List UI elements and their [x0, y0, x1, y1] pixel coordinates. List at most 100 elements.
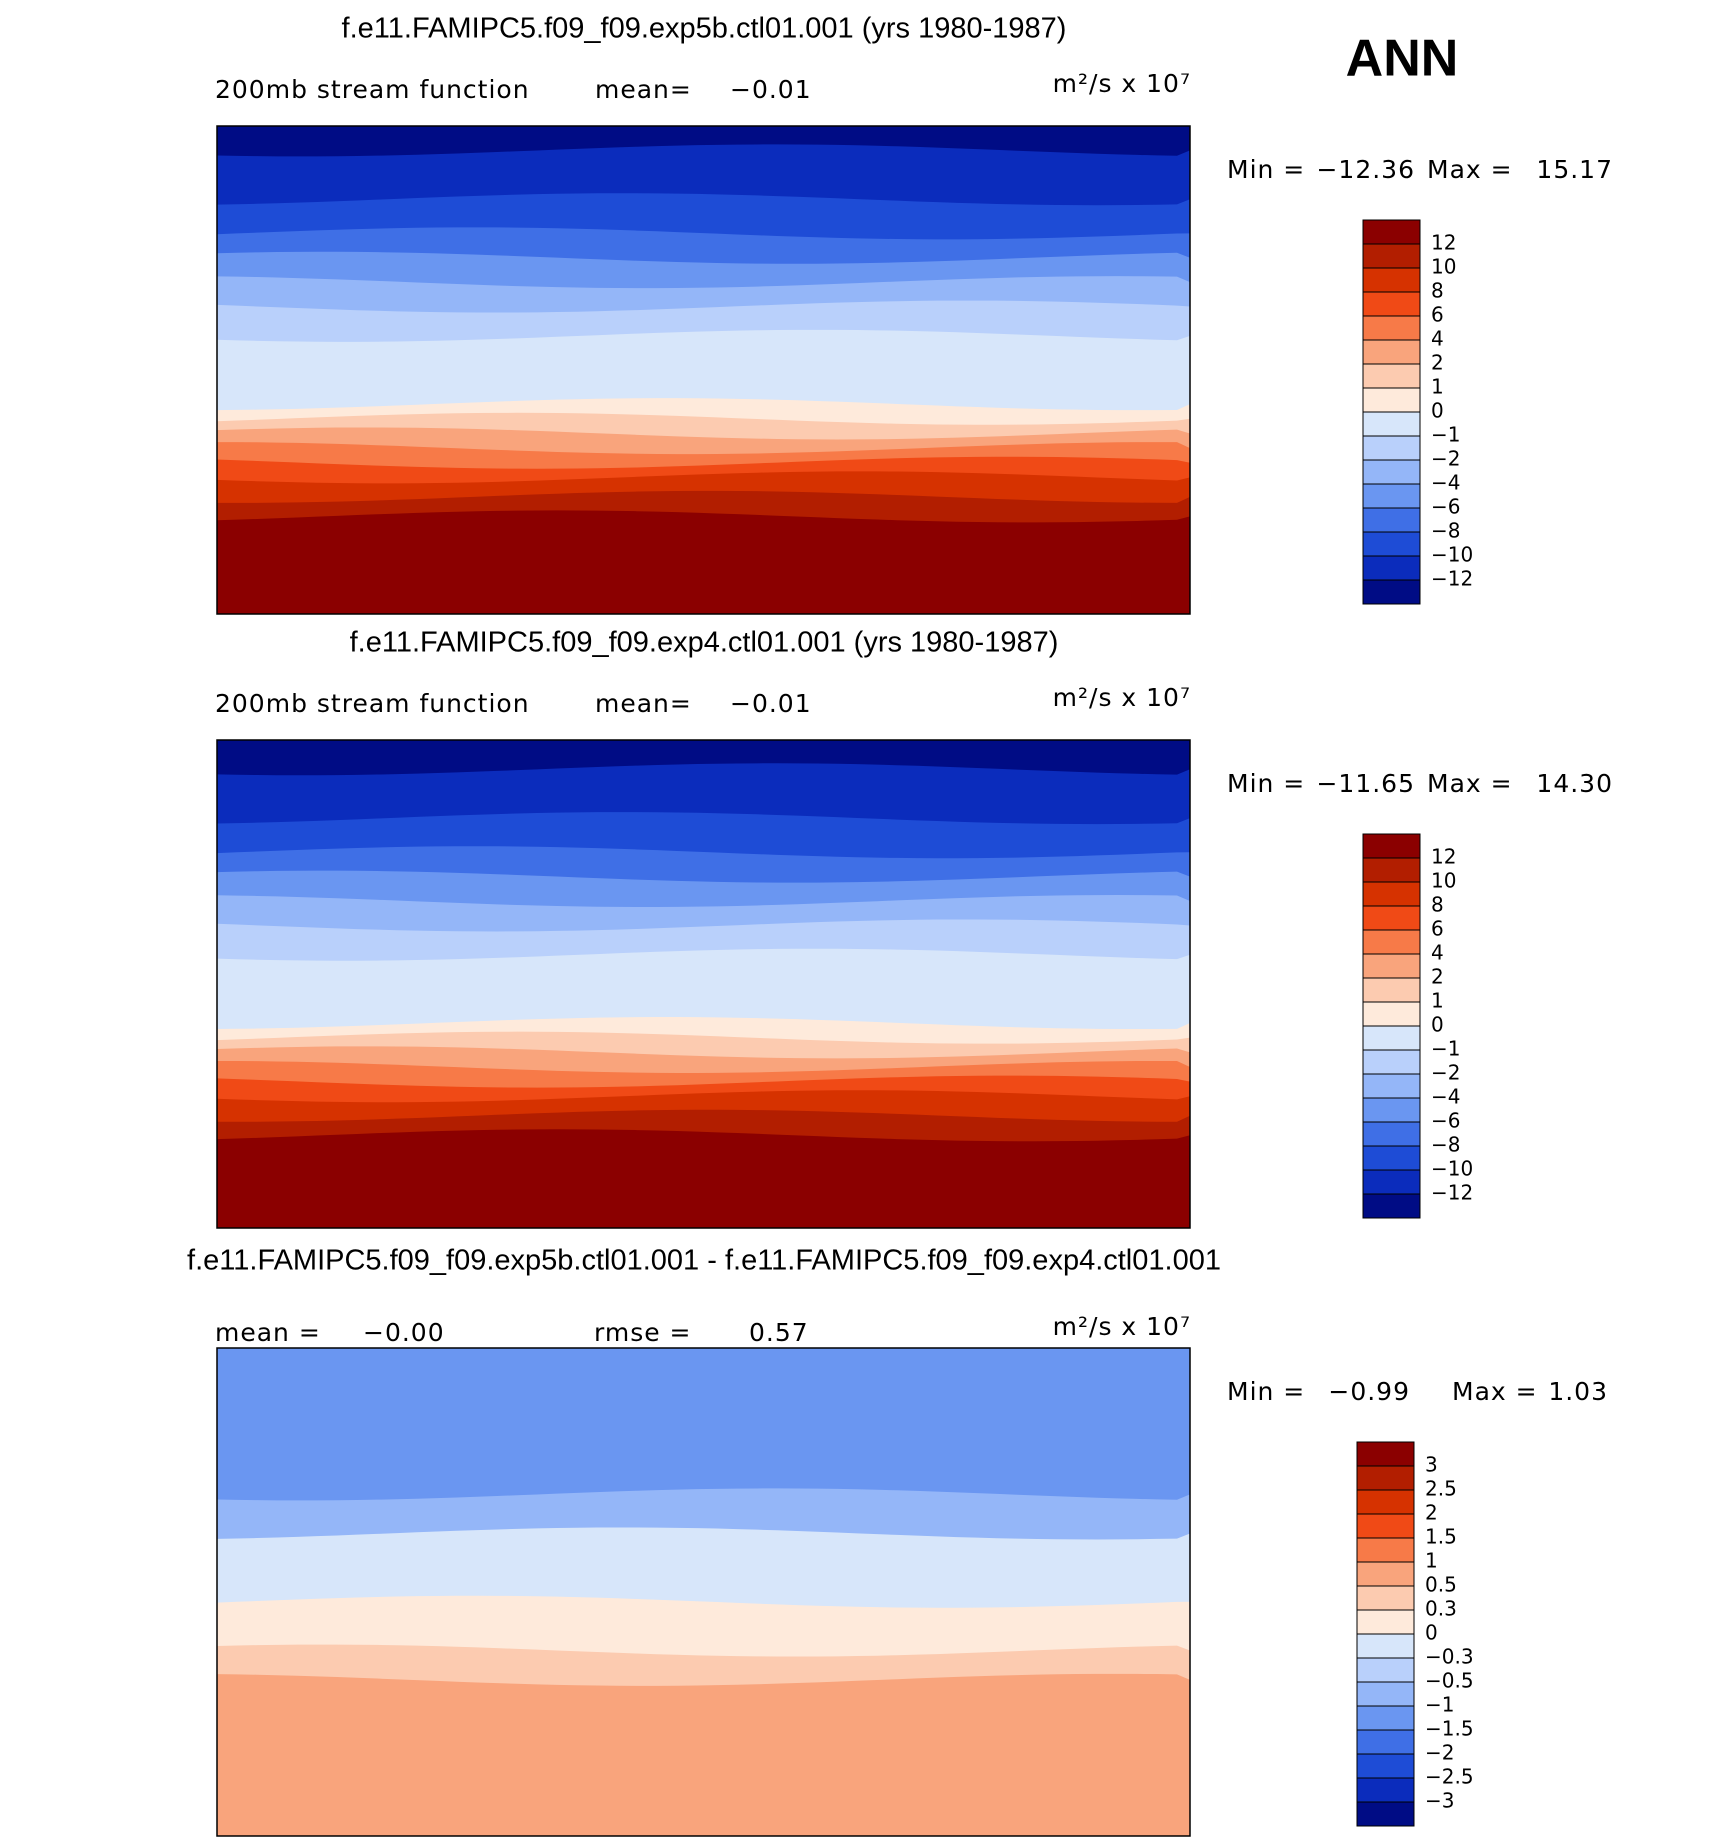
panel-subtitle: mean = [215, 1318, 321, 1347]
colorbar-box [1362, 411, 1421, 437]
colorbar-label: 8 [1431, 893, 1444, 917]
units: m²/s x 10⁷ [1053, 1312, 1191, 1341]
min-max: −11.65 [1316, 769, 1415, 798]
colorbar-label: 8 [1431, 279, 1444, 303]
min-max: Min = [1227, 1377, 1305, 1406]
colorbar-box [1356, 1681, 1415, 1707]
colorbar-label: −12 [1431, 567, 1473, 591]
map-frame [216, 739, 1191, 1229]
colorbar-label: −1.5 [1425, 1717, 1474, 1741]
colorbar-label: −1 [1431, 1037, 1460, 1061]
colorbar-box [1356, 1441, 1415, 1467]
colorbar-label: −10 [1431, 1157, 1473, 1181]
colorbar-box [1362, 905, 1421, 931]
colorbar-box [1362, 1073, 1421, 1099]
colorbar-box [1362, 1193, 1421, 1219]
min-max: 1.03 [1548, 1377, 1608, 1406]
colorbar-box [1356, 1537, 1415, 1563]
min-max: Max = [1452, 1377, 1538, 1406]
colorbar-box [1362, 1145, 1421, 1171]
colorbar-label: −8 [1431, 519, 1460, 543]
colorbar-label: 12 [1431, 231, 1456, 255]
colorbar-label: 1 [1425, 1549, 1438, 1573]
colorbar-box [1362, 833, 1421, 859]
min-max: Min = [1227, 769, 1305, 798]
colorbar-label: −3 [1425, 1789, 1454, 1813]
colorbar-box [1356, 1657, 1415, 1683]
colorbar-box [1362, 953, 1421, 979]
panel-subtitle: 200mb stream function [215, 75, 530, 104]
colorbar-box [1356, 1465, 1415, 1491]
map [217, 126, 1190, 615]
panel-subtitle: 200mb stream function [215, 689, 530, 718]
colorbar-label: −2 [1425, 1741, 1454, 1765]
colorbar-box [1362, 219, 1421, 245]
colorbar-box [1362, 555, 1421, 581]
colorbar-label: 3 [1425, 1453, 1438, 1477]
panel-subtitle: −0.01 [730, 75, 812, 104]
colorbar-label: 2.5 [1425, 1477, 1457, 1501]
min-max: −12.36 [1316, 155, 1415, 184]
colorbar-box [1362, 459, 1421, 485]
colorbar-box [1356, 1585, 1415, 1611]
colorbar-box [1362, 387, 1421, 413]
colorbar-label: 10 [1431, 869, 1456, 893]
colorbar-label: −4 [1431, 1085, 1460, 1109]
colorbar-label: 0 [1431, 1013, 1444, 1037]
colorbar-box [1356, 1561, 1415, 1587]
colorbar-box [1362, 1121, 1421, 1147]
colorbar-box [1362, 881, 1421, 907]
colorbar-box [1362, 1049, 1421, 1075]
colorbar-label: −1 [1431, 423, 1460, 447]
colorbar-box [1356, 1609, 1415, 1635]
colorbar-label: 1 [1431, 989, 1444, 1013]
colorbar-box [1362, 1001, 1421, 1027]
panel-subtitle: rmse = [594, 1318, 692, 1347]
colorbar-label: 6 [1431, 917, 1444, 941]
min-max: −0.99 [1328, 1377, 1410, 1406]
colorbar-label: 6 [1431, 303, 1444, 327]
colorbar-label: 0.5 [1425, 1573, 1457, 1597]
colorbar-label: 1.5 [1425, 1525, 1457, 1549]
min-max: Max = [1427, 155, 1513, 184]
colorbar-box [1362, 435, 1421, 461]
panel-subtitle: mean= [595, 689, 692, 718]
colorbar-box [1356, 1729, 1415, 1755]
colorbar-label: 4 [1431, 941, 1444, 965]
colorbar-label: 0.3 [1425, 1597, 1457, 1621]
map-frame [216, 1347, 1191, 1837]
colorbar-label: 12 [1431, 845, 1456, 869]
colorbar-box [1356, 1777, 1415, 1803]
colorbar-box [1356, 1513, 1415, 1539]
colorbar-box [1362, 315, 1421, 341]
colorbar-box [1362, 1025, 1421, 1051]
colorbar-box [1362, 929, 1421, 955]
panel-title: f.e11.FAMIPC5.f09_f09.exp5b.ctl01.001 - … [187, 1245, 1221, 1277]
colorbar-label: −0.5 [1425, 1669, 1474, 1693]
colorbar-label: −2 [1431, 1061, 1460, 1085]
colorbar-box [1362, 267, 1421, 293]
colorbar-box [1362, 1169, 1421, 1195]
contour-band [217, 510, 1190, 614]
colorbar-label: 2 [1431, 351, 1444, 375]
colorbar-label: 0 [1425, 1621, 1438, 1645]
colorbar-box [1362, 243, 1421, 269]
colorbar-label: −8 [1431, 1133, 1460, 1157]
colorbar-label: 2 [1431, 965, 1444, 989]
colorbar-box [1362, 291, 1421, 317]
units: m²/s x 10⁷ [1053, 69, 1191, 98]
colorbar-label: 0 [1431, 399, 1444, 423]
panel-title: f.e11.FAMIPC5.f09_f09.exp4.ctl01.001 (yr… [350, 627, 1059, 659]
panel-subtitle: −0.00 [363, 1318, 445, 1347]
colorbar-box [1362, 1097, 1421, 1123]
colorbar-label: −2 [1431, 447, 1460, 471]
panel-subtitle: 0.57 [749, 1318, 809, 1347]
panel-title: f.e11.FAMIPC5.f09_f09.exp5b.ctl01.001 (y… [342, 13, 1067, 45]
colorbar-box [1356, 1705, 1415, 1731]
panel-subtitle: −0.01 [730, 689, 812, 718]
min-max: 15.17 [1536, 155, 1613, 184]
colorbar-label: −6 [1431, 1109, 1460, 1133]
map-frame [216, 125, 1191, 615]
colorbar-label: 2 [1425, 1501, 1438, 1525]
